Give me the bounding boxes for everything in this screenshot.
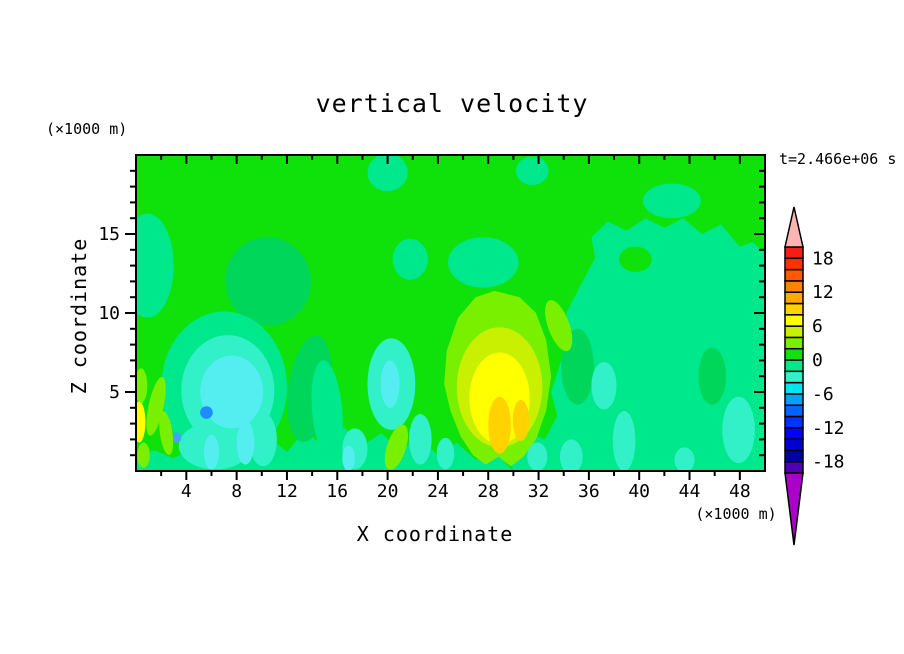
x-tick-label: 24 — [427, 481, 449, 502]
colorbar-segment — [784, 438, 804, 452]
colorbar-tick-label: 18 — [812, 248, 834, 269]
colorbar-segment — [784, 415, 804, 429]
patch-spring-leftedge — [136, 213, 174, 318]
x-tick-label: 48 — [729, 481, 751, 502]
streak-chart-edge3 — [136, 368, 148, 404]
x-axis-title: X coordinate — [357, 522, 514, 546]
x-tick-label: 12 — [276, 481, 298, 502]
patch-spring-topnotch — [367, 155, 408, 192]
spot-aqua-below-core1 — [527, 442, 548, 471]
x-tick-label: 40 — [628, 481, 650, 502]
colorbar-tick-label: -12 — [812, 418, 845, 439]
time-stamp: t=2.466e+06 s — [779, 150, 896, 168]
dot-blue-2 — [171, 432, 182, 443]
streak-cyan-l2 — [203, 434, 220, 470]
colorbar-segment — [784, 302, 804, 316]
colorbar-segment — [784, 314, 804, 327]
colorbar-segment — [784, 246, 804, 260]
x-tick-label: 8 — [231, 481, 242, 502]
colorbar-segment — [784, 291, 804, 305]
colorbar: 18 12 6 0 -6 -12 -18 — [784, 206, 845, 546]
spot-cyan-small — [342, 445, 355, 471]
core-gold-1 — [488, 396, 511, 454]
patch-spring-right — [583, 305, 610, 334]
streak-cyan-l1 — [236, 420, 255, 465]
patch-spring-topcenter — [392, 238, 428, 280]
x-tick-label: 36 — [578, 481, 600, 502]
sliver-yellow-edge — [136, 401, 146, 443]
colorbar-segment — [784, 381, 804, 395]
colorbar-over-arrow — [784, 206, 804, 248]
colorbar-segment — [784, 336, 804, 350]
streak-aqua-right1 — [612, 410, 636, 471]
x-tick-label: 44 — [679, 481, 701, 502]
chart-title: vertical velocity — [316, 89, 589, 118]
streak-spring-midleft — [311, 360, 343, 462]
x-tick-label: 4 — [181, 481, 192, 502]
colorbar-tick-label: -6 — [812, 384, 834, 405]
colorbar-segment — [784, 393, 804, 406]
colorbar-segment — [784, 370, 804, 384]
z-tick-label: 5 — [109, 382, 120, 403]
x-tick-label: 20 — [377, 481, 399, 502]
colorbar-segment — [784, 347, 804, 361]
colorbar-segment — [784, 460, 804, 474]
streak-aqua-c3 — [436, 437, 455, 470]
core-gold-2 — [512, 399, 530, 441]
dot-blue-1 — [200, 406, 213, 419]
spot-aqua-below-core2 — [559, 439, 583, 471]
streak-chart-corner — [137, 442, 150, 468]
island-bright-right — [619, 246, 652, 272]
colorbar-segment — [784, 268, 804, 282]
spot-aqua-right2 — [674, 447, 695, 471]
colorbar-segment — [784, 449, 804, 463]
patch-spring-topmid — [515, 156, 549, 186]
colorbar-segment — [784, 257, 804, 271]
z-tick-label: 10 — [98, 303, 120, 324]
patch-spring-topright — [642, 183, 701, 219]
arm-chartreuse — [545, 300, 573, 352]
colorbar-tick-label: -18 — [812, 452, 845, 473]
x-tick-label: 32 — [528, 481, 550, 502]
z-tick-label: 15 — [98, 224, 120, 245]
z-axis-title: Z coordinate — [67, 238, 91, 395]
streak-aqua-left2 — [249, 412, 277, 467]
colorbar-segment — [784, 404, 804, 418]
blob-green-upperleft — [225, 237, 311, 326]
patch-aqua-right-mid — [591, 361, 617, 410]
z-axis-unit: (×1000 m) — [46, 120, 127, 138]
streak-chart-center — [384, 424, 408, 471]
core-cyan-center — [380, 360, 400, 408]
x-axis-unit: (×1000 m) — [695, 505, 776, 523]
colorbar-segment — [784, 427, 804, 440]
streak-aqua-corner — [722, 396, 755, 464]
contour-plot-area — [136, 155, 765, 471]
streak-aqua-c2 — [408, 414, 432, 465]
column-green-farright — [698, 347, 727, 405]
core-cyan-left — [200, 355, 264, 429]
x-tick-label: 16 — [326, 481, 348, 502]
cap-spring-center — [447, 237, 519, 288]
streak-chart-edge2 — [159, 411, 174, 456]
colorbar-under-arrow — [784, 472, 804, 546]
x-tick-label: 28 — [477, 481, 499, 502]
colorbar-tick-label: 0 — [812, 350, 823, 371]
region-right-downdraft — [507, 218, 765, 471]
colorbar-segment — [784, 280, 804, 293]
colorbar-segment — [784, 359, 804, 373]
colorbar-tick-label: 6 — [812, 316, 823, 337]
colorbar-segment — [784, 325, 804, 339]
streak-chart-edge1 — [146, 376, 166, 436]
colorbar-tick-label: 12 — [812, 282, 834, 303]
